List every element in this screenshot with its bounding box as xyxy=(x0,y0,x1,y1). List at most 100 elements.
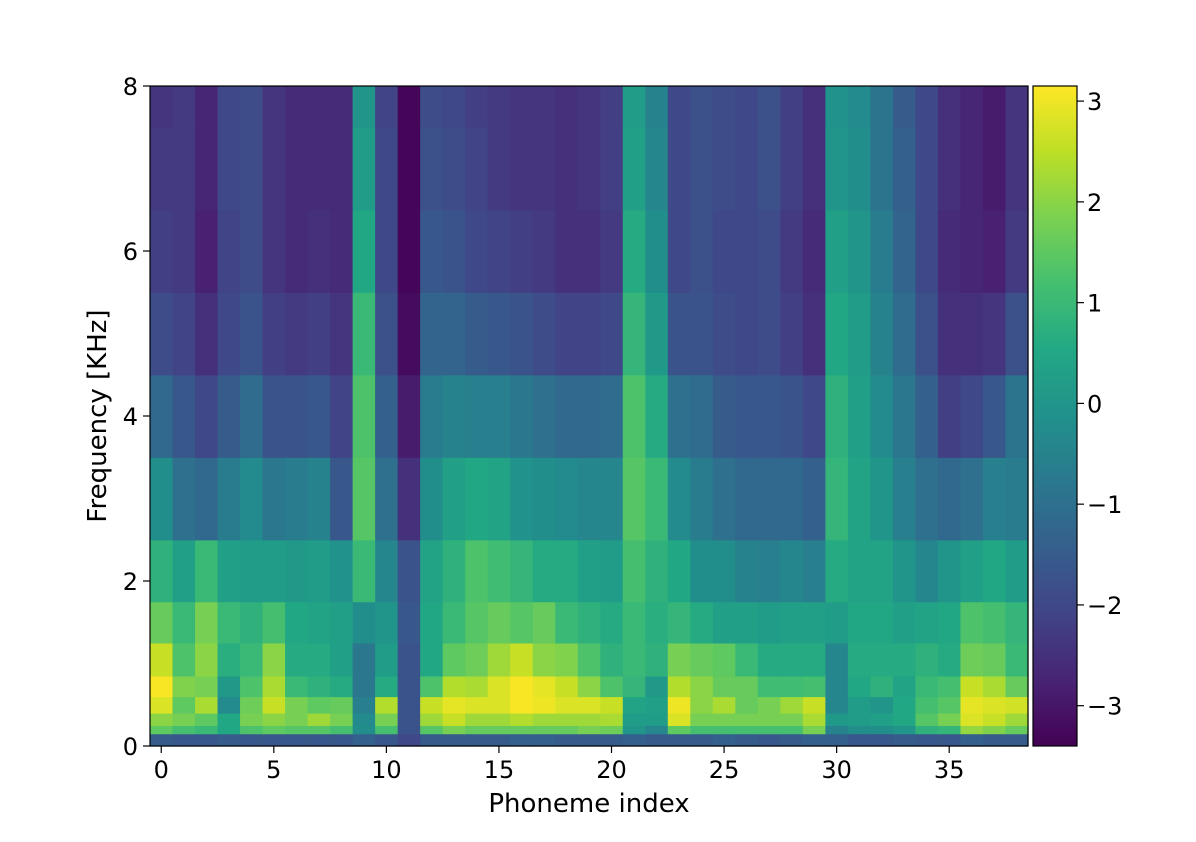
heatmap-cell xyxy=(712,457,736,541)
heatmap-cell xyxy=(892,696,917,714)
heatmap-cell xyxy=(982,696,1007,714)
heatmap-cell xyxy=(960,696,984,714)
heatmap-cell xyxy=(870,642,894,677)
heatmap-cell xyxy=(870,725,894,735)
heatmap-cell xyxy=(622,601,646,644)
heatmap-cell xyxy=(622,675,646,698)
heatmap-cell xyxy=(757,292,781,376)
heatmap-cell xyxy=(510,601,534,644)
heatmap-cell xyxy=(352,127,376,211)
heatmap-cell xyxy=(847,539,872,603)
colorbar-tick-label: −1 xyxy=(1087,491,1122,519)
heatmap-cell xyxy=(240,725,264,735)
heatmap-cell xyxy=(577,725,601,735)
heatmap-cell xyxy=(960,642,984,677)
heatmap-cell xyxy=(825,733,849,747)
heatmap-cell xyxy=(195,713,219,726)
heatmap-cell xyxy=(982,725,1007,735)
heatmap-cell xyxy=(442,374,466,458)
heatmap-cell xyxy=(690,209,714,293)
heatmap-cell xyxy=(262,86,286,128)
heatmap-cell xyxy=(195,457,219,541)
heatmap-cell xyxy=(892,86,917,128)
heatmap-cell xyxy=(892,209,917,293)
heatmap-cell xyxy=(802,539,826,603)
heatmap-cell xyxy=(982,457,1007,541)
heatmap-cell xyxy=(690,86,714,128)
heatmap-cell xyxy=(150,725,174,735)
y-tick-label: 2 xyxy=(123,568,138,596)
heatmap-cell xyxy=(825,374,849,458)
heatmap-cell xyxy=(195,374,219,458)
heatmap-cell xyxy=(150,601,174,644)
heatmap-cell xyxy=(375,209,399,293)
heatmap-cell xyxy=(622,374,646,458)
heatmap-cell xyxy=(307,374,331,458)
heatmap-cell xyxy=(757,733,781,747)
heatmap-cell xyxy=(825,725,849,735)
heatmap-cell xyxy=(600,539,624,603)
heatmap-cell xyxy=(352,733,376,747)
heatmap-cell xyxy=(960,209,984,293)
heatmap-cell xyxy=(600,374,624,458)
heatmap-cell xyxy=(622,713,646,726)
heatmap-cell xyxy=(802,725,826,735)
heatmap-cell xyxy=(217,292,241,376)
heatmap-cell xyxy=(937,733,962,747)
heatmap-cell xyxy=(352,539,376,603)
heatmap-cell xyxy=(757,374,781,458)
heatmap-cell xyxy=(397,713,421,726)
heatmap-cell xyxy=(645,209,669,293)
heatmap-cell xyxy=(780,292,804,376)
heatmap-cell xyxy=(352,457,376,541)
heatmap-cell xyxy=(555,209,579,293)
heatmap-cell xyxy=(150,292,174,376)
heatmap-cell xyxy=(757,642,781,677)
heatmap-cell xyxy=(397,374,421,458)
heatmap-cell xyxy=(285,457,309,541)
heatmap-cell xyxy=(600,696,624,714)
heatmap-cell xyxy=(915,675,939,698)
heatmap-cell xyxy=(735,675,759,698)
heatmap-cell xyxy=(375,696,399,714)
heatmap-cell xyxy=(982,601,1007,644)
heatmap-cell xyxy=(240,713,264,726)
heatmap-cell xyxy=(352,86,376,128)
heatmap-cell xyxy=(645,539,669,603)
heatmap-cell xyxy=(645,127,669,211)
colorbar-tick-label: −2 xyxy=(1087,592,1122,620)
heatmap-cell xyxy=(735,733,759,747)
heatmap-cell xyxy=(645,601,669,644)
heatmap-cell xyxy=(442,675,466,698)
heatmap-cell xyxy=(667,725,691,735)
heatmap-cell xyxy=(870,86,894,128)
heatmap-cell xyxy=(915,601,939,644)
heatmap-cell xyxy=(780,725,804,735)
heatmap-cell xyxy=(172,374,196,458)
heatmap-cell xyxy=(240,696,264,714)
heatmap-cell xyxy=(217,733,241,747)
heatmap-cell xyxy=(645,374,669,458)
heatmap-cell xyxy=(892,127,917,211)
heatmap-cell xyxy=(892,733,917,747)
heatmap-cell xyxy=(375,601,399,644)
heatmap-cell xyxy=(825,209,849,293)
heatmap-cell xyxy=(195,696,219,714)
heatmap-cell xyxy=(442,539,466,603)
heatmap-cell xyxy=(847,209,872,293)
heatmap-cell xyxy=(262,457,286,541)
heatmap-cell xyxy=(532,601,556,644)
heatmap-cell xyxy=(150,209,174,293)
heatmap-cell xyxy=(555,457,579,541)
colorbar-tick-label: 3 xyxy=(1087,88,1102,116)
heatmap-cell xyxy=(982,733,1007,747)
y-axis-label: Frequency [KHz] xyxy=(83,309,113,522)
heatmap-cell xyxy=(172,127,196,211)
heatmap-cell xyxy=(555,675,579,698)
heatmap-cell xyxy=(465,675,489,698)
heatmap-cell xyxy=(847,642,872,677)
heatmap-cell xyxy=(892,601,917,644)
heatmap-cell xyxy=(240,374,264,458)
heatmap-cell xyxy=(780,127,804,211)
heatmap-cell xyxy=(622,292,646,376)
